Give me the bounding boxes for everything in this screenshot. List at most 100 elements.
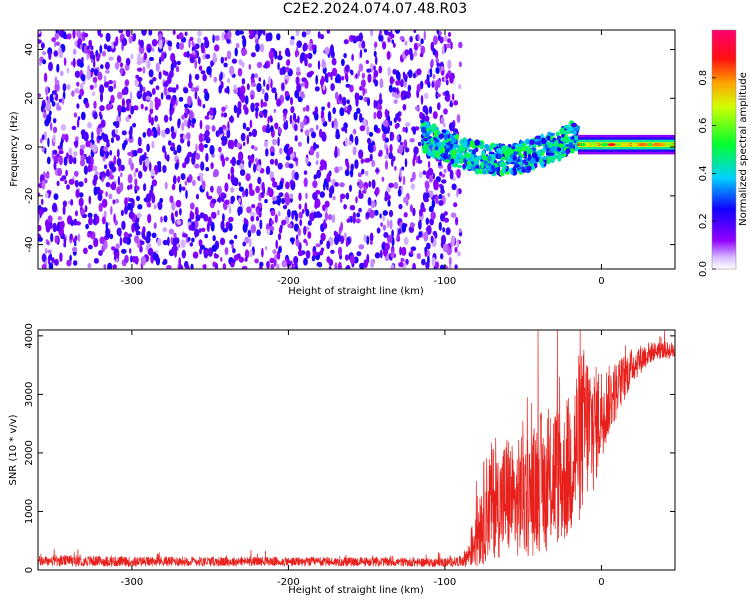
heatmap-cell (168, 228, 175, 235)
heatmap-cell (358, 41, 362, 49)
heatmap-cell (312, 180, 318, 189)
heatmap-cell (40, 42, 45, 49)
heatmap-cell (85, 223, 89, 230)
heatmap-cell (267, 116, 270, 124)
heatmap-cell (56, 153, 60, 158)
heatmap-cell (284, 110, 288, 115)
heatmap-cell (109, 233, 114, 240)
heatmap-cell (349, 204, 356, 211)
heatmap-cell (40, 104, 44, 113)
heatmap-cell (436, 93, 441, 98)
heatmap-cell (73, 260, 78, 266)
heatmap-cell (132, 33, 137, 41)
y-tick-label: -20 (24, 188, 35, 204)
heatmap-cell (303, 238, 308, 244)
heatmap-cell (418, 171, 423, 179)
heatmap-cell (151, 232, 157, 239)
heatmap-cell (356, 251, 362, 257)
heatmap-cell (63, 156, 68, 166)
heatmap-cell (149, 56, 154, 62)
heatmap-cell (183, 119, 189, 127)
heatmap-cell (60, 124, 67, 131)
heatmap-cell (150, 169, 156, 177)
heatmap-cell (210, 211, 217, 219)
heatmap-cell (244, 257, 248, 262)
heatmap-cell (87, 155, 91, 165)
heatmap-cell (365, 60, 369, 64)
heatmap-cell (210, 221, 215, 232)
heatmap-cell (181, 186, 186, 191)
heatmap-cell (289, 193, 294, 199)
heatmap-cell (341, 58, 345, 67)
heatmap-cell (151, 88, 156, 95)
heatmap-cell (365, 212, 371, 218)
heatmap-cell (61, 133, 66, 141)
heatmap-cell (260, 191, 265, 199)
heatmap-cell (196, 37, 202, 44)
heatmap-cell (405, 126, 408, 134)
heatmap-cell (114, 61, 120, 70)
heatmap-cell (368, 180, 372, 188)
heatmap-cell (242, 241, 247, 247)
heatmap-cell (437, 131, 441, 135)
heatmap-cell (550, 146, 557, 151)
heatmap-cell (221, 157, 226, 168)
heatmap-cell (410, 177, 413, 183)
heatmap-cell (85, 102, 90, 109)
heatmap-cell (313, 174, 318, 180)
heatmap-cell (277, 162, 283, 170)
heatmap-cell (482, 169, 487, 175)
heatmap-cell (328, 258, 334, 267)
heatmap-cell (235, 30, 241, 36)
heatmap-cell (119, 62, 124, 68)
heatmap-cell (454, 143, 460, 149)
heatmap-cell (66, 152, 69, 160)
heatmap-cell (354, 135, 359, 146)
heatmap-cell (317, 262, 323, 268)
heatmap-cell (272, 138, 277, 146)
heatmap-cell (38, 236, 43, 242)
heatmap-cell (306, 30, 311, 36)
heatmap-cell (277, 233, 282, 241)
heatmap-cell (452, 176, 456, 181)
heatmap-cell (451, 93, 455, 101)
heatmap-cell (190, 263, 194, 269)
heatmap-cell (303, 170, 308, 175)
heatmap-cell (117, 175, 121, 186)
heatmap-cell (441, 179, 447, 184)
heatmap-cell (288, 163, 294, 169)
heatmap-cell (310, 131, 317, 139)
heatmap-cell (108, 80, 113, 85)
heatmap-cell (255, 34, 259, 39)
heatmap-cell (350, 35, 357, 41)
heatmap-cell (386, 186, 392, 193)
heatmap-cell (172, 237, 177, 247)
heatmap-cell (315, 151, 320, 159)
heatmap-cell (194, 87, 199, 92)
heatmap-cell (164, 181, 168, 190)
heatmap-cell (401, 90, 407, 97)
heatmap-cell (330, 44, 334, 54)
heatmap-cell (279, 67, 284, 76)
heatmap-cell (445, 227, 451, 236)
heatmap-cell (169, 115, 172, 122)
heatmap-cell (469, 140, 475, 147)
heatmap-cell (331, 67, 338, 77)
heatmap-cell (428, 144, 433, 149)
heatmap-cell (105, 229, 111, 239)
heatmap-cell (346, 99, 350, 105)
heatmap-cell (54, 41, 57, 48)
heatmap-cell (50, 232, 54, 243)
heatmap-cell (334, 166, 340, 174)
heatmap-cell (170, 236, 173, 245)
heatmap-cell (425, 217, 429, 225)
heatmap-cell (170, 52, 176, 63)
heatmap-cell (497, 153, 502, 159)
heatmap-cell (204, 130, 210, 137)
heatmap-cell (294, 171, 299, 181)
heatmap-cell (112, 121, 118, 127)
heatmap-cell (105, 32, 111, 43)
heatmap-cell (534, 138, 539, 143)
heatmap-cell (306, 135, 310, 145)
